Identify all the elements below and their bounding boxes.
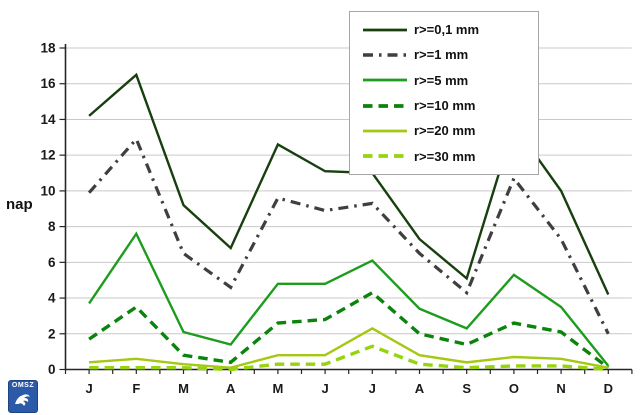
legend-line-sample-icon (363, 78, 407, 82)
x-tick-label: M (272, 381, 283, 396)
x-tick-label: J (369, 381, 376, 396)
x-tick-label: A (226, 381, 236, 396)
y-tick-label: 6 (48, 255, 56, 270)
series-line-4 (89, 327, 609, 369)
omsz-logo-text: OMSZ (11, 382, 35, 389)
legend-label: r>=20 mm (414, 123, 476, 139)
y-tick-label: 16 (40, 76, 56, 91)
omsz-wave-icon (15, 394, 30, 406)
y-tick-label: 12 (40, 148, 55, 163)
y-tick-label: 0 (48, 362, 56, 377)
x-tick-label: D (604, 381, 613, 396)
y-tick-label: 8 (48, 219, 56, 234)
y-tick-label: 14 (40, 112, 56, 127)
legend-label: r>=10 mm (414, 98, 476, 114)
legend-item-r-20mm: r>=20 mm (354, 119, 534, 143)
x-tick-label: A (415, 381, 425, 396)
y-tick-label: 18 (40, 41, 56, 56)
y-axis-title: nap (6, 196, 33, 213)
y-tick-label: 2 (48, 326, 56, 341)
x-tick-label: J (85, 381, 92, 396)
legend-line-sample-icon (363, 129, 407, 133)
x-tick-label: F (132, 381, 140, 396)
y-tick-label: 4 (48, 291, 56, 306)
legend-line-sample-icon (363, 154, 407, 159)
legend-label: r>=30 mm (414, 148, 476, 164)
series-line-5 (89, 344, 609, 372)
x-tick-label: N (556, 381, 565, 396)
legend-label: r>=1 mm (414, 47, 469, 63)
legend-line-sample-icon (363, 103, 407, 108)
series-line-2 (88, 231, 610, 367)
legend-item-r-0-1mm: r>=0,1 mm (354, 18, 534, 42)
y-tick-label: 10 (40, 183, 55, 198)
legend-item-r-10mm: r>=10 mm (354, 94, 534, 118)
series-line-3 (88, 290, 610, 370)
legend: r>=0,1 mm r>=1 mm r>=5 mm r>=10 mm r>=20… (349, 11, 539, 175)
series-line-1 (87, 136, 610, 335)
x-tick-label: M (178, 381, 189, 396)
legend-item-r-5mm: r>=5 mm (354, 68, 534, 92)
legend-item-r-30mm: r>=30 mm (354, 144, 534, 168)
legend-label: r>=5 mm (414, 72, 469, 88)
legend-item-r-1mm: r>=1 mm (354, 43, 534, 67)
x-tick-label: J (321, 381, 328, 396)
x-tick-label: O (509, 381, 519, 396)
legend-line-sample-icon (363, 53, 407, 57)
legend-label: r>=0,1 mm (414, 22, 480, 38)
omsz-logo: OMSZ (8, 380, 38, 413)
x-tick-label: S (462, 381, 471, 396)
legend-line-sample-icon (363, 28, 407, 32)
